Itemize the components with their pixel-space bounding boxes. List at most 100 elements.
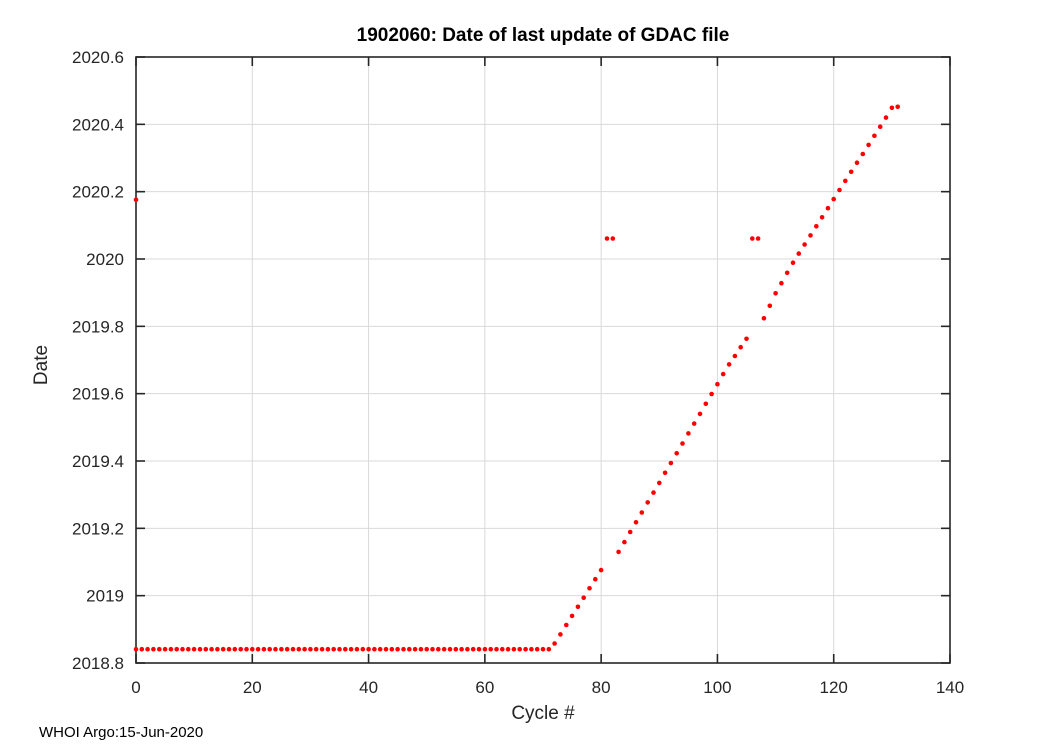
data-point [575,604,581,610]
y-tick-label: 2020 [86,250,124,269]
data-point [197,646,203,652]
data-point [715,381,720,387]
data-point [552,641,557,646]
data-point [162,646,168,652]
data-point [604,236,610,241]
data-point [290,646,296,652]
data-point [837,187,842,193]
data-point [511,646,517,652]
data-point [529,646,534,652]
data-point [674,451,679,456]
data-point [587,586,592,591]
data-point [273,646,278,652]
x-tick-label: 80 [592,678,611,697]
data-point [738,344,743,350]
x-tick-label: 140 [936,678,964,697]
data-point [366,646,371,652]
data-point [581,595,586,600]
data-point [244,646,249,652]
data-point [744,336,749,342]
data-point [732,353,738,359]
watermark-text: WHOI Argo:15-Jun-2020 [39,724,204,741]
y-tick-label: 2020.4 [72,115,124,134]
data-point [279,646,284,652]
data-point [436,646,441,652]
y-tick-label: 2020.2 [72,183,124,202]
data-point [872,133,877,139]
data-point [174,646,179,652]
data-point [360,646,366,652]
data-point [313,646,319,652]
data-point [424,646,430,652]
data-point [895,104,900,110]
chart-title: 1902060: Date of last update of GDAC fil… [356,25,730,46]
data-point [773,291,778,296]
data-point [482,646,488,652]
data-point [825,205,831,211]
data-point [389,646,395,652]
data-point [523,646,528,652]
data-point [348,646,354,652]
data-point [343,646,348,652]
data-point [843,178,848,184]
y-axis-label: Date [31,344,52,386]
data-point [558,632,563,637]
data-point [453,646,459,652]
data-point [203,646,209,652]
data-point [209,646,214,652]
data-point [546,646,552,652]
y-tick-label: 2019.6 [72,385,124,404]
data-point [139,646,145,652]
data-point [709,391,714,397]
data-point [610,236,616,241]
data-point [250,646,255,652]
y-tick-label: 2019.8 [72,317,124,336]
data-point [866,142,871,148]
data-point [796,251,802,256]
data-point [860,151,866,157]
data-point [377,646,383,652]
data-point [819,215,825,220]
data-point [889,105,895,111]
data-point [779,280,784,286]
data-point [814,224,819,229]
data-point [255,646,261,652]
data-point [540,646,546,652]
data-point [877,124,883,129]
data-point [296,646,302,652]
data-point [616,549,621,555]
data-point [854,160,860,165]
data-point [622,539,627,545]
data-point [808,233,813,238]
y-tick-label: 2020.6 [72,48,124,67]
data-point [703,401,709,407]
axes-box [135,56,951,664]
data-point [372,646,377,652]
data-point [500,646,505,652]
data-point [517,646,522,652]
data-point [645,500,650,505]
x-tick-label: 60 [475,678,494,697]
data-point [133,646,139,652]
data-point [750,236,755,241]
data-point [418,646,424,652]
data-point [354,646,360,652]
data-point [680,441,685,446]
data-point [238,646,243,652]
data-point [651,490,656,495]
data-point [465,646,470,652]
x-tick-label: 20 [243,678,262,697]
data-point [697,411,703,417]
data-point [302,646,307,652]
data-point [267,646,273,652]
x-tick-label: 100 [703,678,731,697]
x-tick-label: 0 [131,678,140,697]
data-point [534,646,540,652]
data-point [831,196,836,202]
data-point [784,270,790,276]
data-point [476,646,482,652]
data-point [633,520,639,525]
data-point [668,460,674,466]
